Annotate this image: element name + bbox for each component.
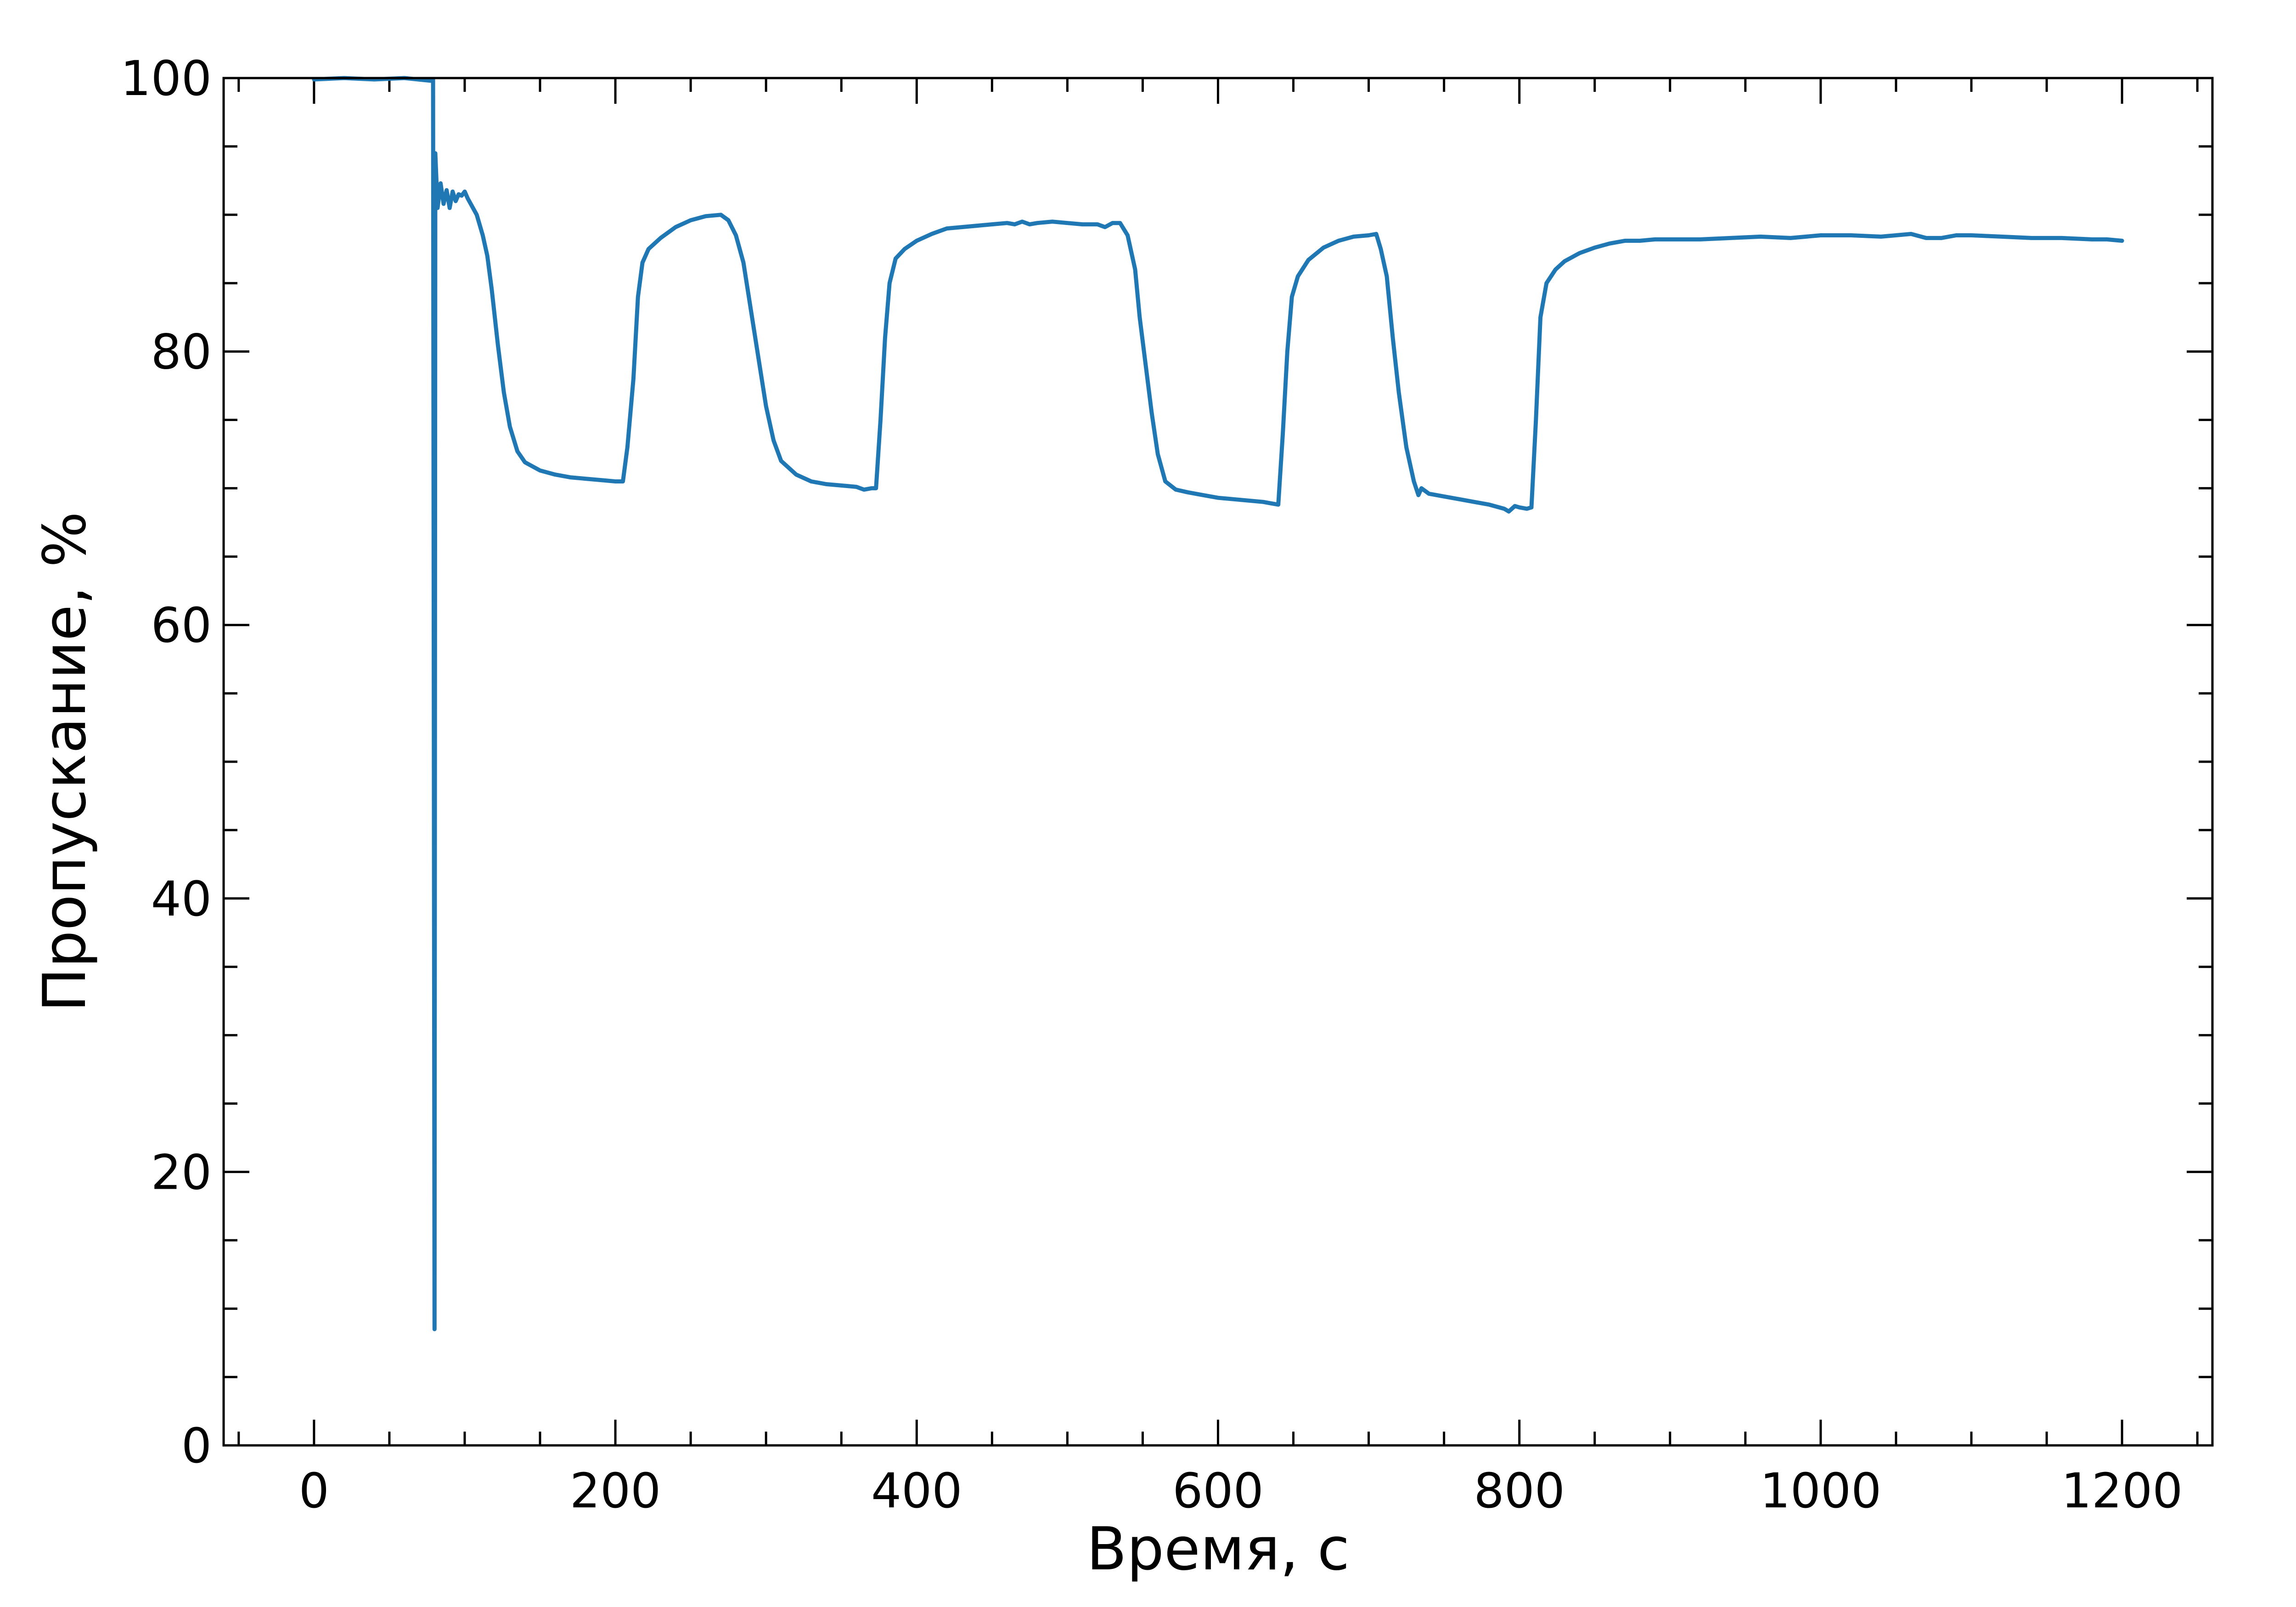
y-tick-label: 80 xyxy=(151,324,212,380)
x-tick-labels: 0 200 400 600 800 1000 1200 xyxy=(299,1463,2183,1519)
plot-background xyxy=(224,78,2212,1445)
y-tick-label: 20 xyxy=(151,1144,212,1200)
x-tick-label: 0 xyxy=(299,1463,329,1519)
x-tick-label: 800 xyxy=(1474,1463,1565,1519)
x-tick-label: 200 xyxy=(570,1463,661,1519)
y-tick-labels: 0 20 40 60 80 100 xyxy=(120,51,212,1474)
x-tick-label: 600 xyxy=(1172,1463,1264,1519)
x-tick-label: 1200 xyxy=(2061,1463,2183,1519)
x-tick-label: 400 xyxy=(871,1463,962,1519)
y-tick-label: 100 xyxy=(120,51,212,107)
y-tick-label: 0 xyxy=(181,1418,212,1474)
x-tick-label: 1000 xyxy=(1760,1463,1882,1519)
x-axis-label: Время, с xyxy=(1086,1515,1350,1584)
y-tick-label: 40 xyxy=(151,871,212,927)
y-axis-label: Пропускание, % xyxy=(31,511,99,1012)
y-tick-label: 60 xyxy=(151,597,212,653)
